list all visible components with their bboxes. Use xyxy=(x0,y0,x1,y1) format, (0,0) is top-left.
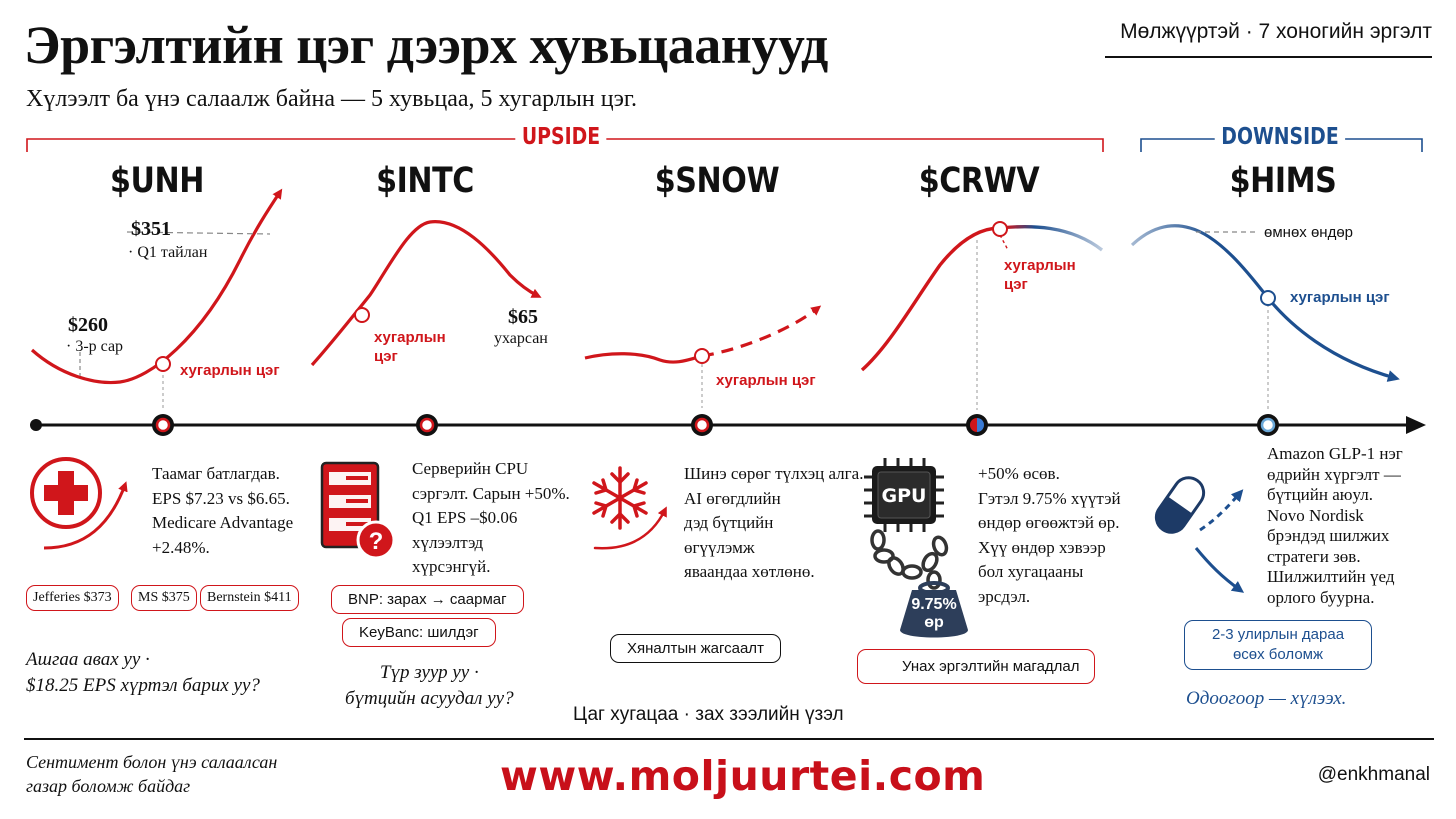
weight-label-rate: 9.75% xyxy=(911,596,956,613)
gpu-label: GPU xyxy=(882,485,927,507)
server-question-icon: ? xyxy=(320,461,396,560)
author-handle: @enkhmanal xyxy=(1317,764,1430,785)
hims-question: Одоогоор — хүлээх. xyxy=(1186,688,1347,709)
page-title: Эргэлтийн цэг дээрх хувьцаанууд xyxy=(24,15,828,75)
website-link[interactable]: www.moljuurtei.com xyxy=(500,752,986,800)
ticker-hims: $HIMS xyxy=(1229,161,1337,201)
pill-capsule-icon xyxy=(1154,476,1245,593)
timeline-marker-hims xyxy=(1257,414,1279,436)
ticker-intc: $INTC xyxy=(376,161,474,201)
snow-watchlist-chip: Хяналтын жагсаалт xyxy=(610,634,781,663)
intc-description: Серверийн CPU сэргэлт. Сарын +50%. Q1 EPS … xyxy=(412,459,570,576)
crwv-price-curve xyxy=(860,221,1104,410)
weight-label-debt: өр xyxy=(924,614,944,631)
ticker-unh: $UNH xyxy=(109,161,205,201)
unh-price-low-note: · 3-р сар xyxy=(66,338,124,355)
timeline-marker-unh xyxy=(152,414,174,436)
intc-rating-chip-bnp: BNP: зарах → саармаг xyxy=(331,585,524,614)
intc-price: $65 xyxy=(508,306,538,328)
unh-analyst-chip-ms: MS $375 xyxy=(131,585,197,611)
unh-description: Таамаг батлагдав. EPS $7.23 vs $6.65. Medi… xyxy=(152,464,294,557)
timeline-axis xyxy=(30,416,1426,434)
unh-question: Ашгаа авах уу · $18.25 EPS хүртэл барих у… xyxy=(26,649,260,696)
unh-price-curve xyxy=(30,188,283,410)
page-subtitle: Хүлээлт ба үнэ салаалж байна — 5 хувьцаа… xyxy=(26,86,638,112)
intc-price-curve xyxy=(310,220,542,367)
unh-analyst-chip-bernstein: Bernstein $411 xyxy=(200,585,299,611)
snow-description: Шинэ сөрөг түлхэц алга. AI өгөгдлийн дэд б… xyxy=(684,464,864,581)
footer-divider xyxy=(24,738,1434,740)
intc-break-label: хугарлын цэг xyxy=(374,329,446,365)
unh-analyst-chip-jefferies: Jefferies $373 xyxy=(26,585,119,611)
crwv-risk-chip: Унах эргэлтийн магадлал xyxy=(857,649,1095,684)
medical-cross-icon xyxy=(30,457,128,550)
timeline-marker-snow xyxy=(691,414,713,436)
downside-label: DOWNSIDE xyxy=(1214,124,1346,150)
hims-prev-high: өмнөх өндөр xyxy=(1264,224,1354,241)
snow-break-label: хугарлын цэг xyxy=(716,372,816,389)
snow-price-curve xyxy=(584,305,822,408)
unh-price-high: $351 xyxy=(131,218,171,240)
hims-price-curve xyxy=(1130,224,1400,410)
footer-note: Сентимент болон үнэ салаалсан газар болом… xyxy=(26,752,278,796)
crwv-break-label: хугарлын цэг xyxy=(1004,257,1076,293)
ticker-snow: $SNOW xyxy=(654,161,780,201)
ticker-crwv: $CRWV xyxy=(918,161,1040,201)
intc-price-note: ухарсан xyxy=(494,330,548,347)
unh-price-low: $260 xyxy=(68,314,108,336)
svg-text:?: ? xyxy=(369,528,384,555)
timeline-marker-intc xyxy=(416,414,438,436)
hims-break-label: хугарлын цэг xyxy=(1290,289,1390,306)
intc-question: Түр зуур уу · бүтцийн асуудал уу? xyxy=(345,662,514,709)
hims-outlook-chip: 2-3 улирлын дараа өсөх боломж xyxy=(1184,620,1372,670)
timeline-marker-crwv xyxy=(966,414,988,436)
series-label: Мөлжүүртэй · 7 хоногийн эргэлт xyxy=(1120,20,1432,43)
crwv-description: +50% өсөв. Гэтэл 9.75% хүүтэй өндөр өгөөжт… xyxy=(978,464,1121,606)
unh-break-label: хугарлын цэг xyxy=(180,362,280,379)
snowflake-icon xyxy=(592,466,667,550)
gpu-chip-chained-weight-icon: GPU 9.75% өр xyxy=(864,458,968,638)
unh-price-high-note: · Q1 тайлан xyxy=(128,244,208,261)
upside-label: UPSIDE xyxy=(515,124,607,150)
intc-rating-chip-keybanc: KeyBanc: шилдэг xyxy=(342,618,496,647)
timeline-axis-label: Цаг хугацаа · зах зээлийн үзэл xyxy=(573,704,844,725)
hims-description: Amazon GLP-1 нэг өдрийн хүргэлт — бүтцийн … xyxy=(1267,444,1403,607)
series-underline xyxy=(1105,56,1432,58)
